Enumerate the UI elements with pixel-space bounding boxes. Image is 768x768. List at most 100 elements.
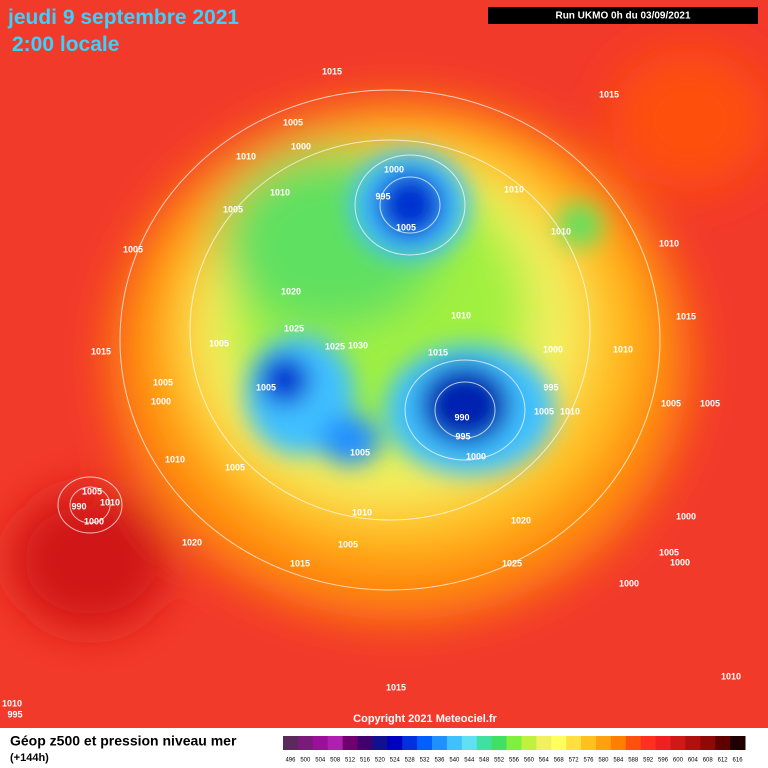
scale-swatch	[357, 736, 373, 750]
scale-tick-label: 568	[554, 758, 565, 764]
isobar-label: 1030	[348, 340, 368, 350]
isobar-label: 995	[375, 191, 390, 201]
scale-swatch	[491, 736, 508, 750]
scale-tick-label: 520	[375, 758, 386, 764]
isobar-label: 1005	[283, 117, 303, 127]
isobar-label: 1005	[338, 539, 358, 549]
isobar-label: 1000	[676, 511, 696, 521]
isobar-label: 1015	[91, 346, 111, 356]
isobar-label: 1010	[165, 454, 185, 464]
scale-tick-label: 548	[479, 758, 490, 764]
footer-lead: (+144h)	[10, 752, 49, 764]
map-field	[0, 0, 768, 728]
isobar-label: 1000	[670, 557, 690, 567]
isobar-label: 990	[454, 412, 469, 422]
isobar-label: 1010	[560, 406, 580, 416]
isobar-label: 1005	[350, 447, 370, 457]
isobar-label: 1005	[396, 222, 416, 232]
date-title: jeudi 9 septembre 2021	[7, 6, 239, 29]
scale-swatch	[685, 736, 701, 750]
isobar-label: 1010	[551, 226, 571, 236]
isobar-label: 1005	[153, 377, 173, 387]
scale-swatch	[402, 736, 418, 750]
scale-tick-label: 544	[464, 758, 475, 764]
scale-swatch	[581, 736, 597, 750]
scale-tick-label: 616	[733, 758, 744, 764]
scale-swatch	[551, 736, 567, 750]
isobar-label: 1005	[700, 398, 720, 408]
isobar-label: 1010	[613, 344, 633, 354]
isobar-label: 1015	[290, 558, 310, 568]
color-scale: 496 500 504 508 512 516 520 524 528 532 536 540 544 5…	[283, 736, 746, 764]
scale-tick-label: 608	[703, 758, 714, 764]
isobar-labels: 1015101510051000101010009951010100510101…	[2, 66, 741, 719]
isobar-label: 1005	[82, 486, 102, 496]
scale-tick-label: 604	[688, 758, 699, 764]
scale-swatch	[566, 736, 582, 750]
scale-tick-label: 596	[658, 758, 669, 764]
scale-tick-label: 496	[285, 758, 296, 764]
scale-swatch	[521, 736, 537, 750]
scale-swatch	[610, 736, 627, 750]
scale-swatch	[700, 736, 716, 750]
isobar-label: 1015	[676, 311, 696, 321]
isobar-label: 1010	[504, 184, 524, 194]
isobar-label: 1010	[100, 497, 120, 507]
isobar-label: 1000	[543, 344, 563, 354]
isobar-label: 1015	[386, 682, 406, 692]
isobar-label: 1015	[599, 89, 619, 99]
scale-tick-label: 552	[494, 758, 505, 764]
isobar-label: 1000	[619, 578, 639, 588]
scale-swatch	[730, 736, 746, 750]
isobar-label: 1015	[322, 66, 342, 76]
scale-swatch	[283, 736, 299, 750]
scale-swatch	[506, 736, 522, 750]
isobar-label: 1000	[384, 164, 404, 174]
scale-tick-label: 612	[718, 758, 729, 764]
scale-tick-label: 516	[360, 758, 371, 764]
scale-tick-label: 572	[569, 758, 580, 764]
scale-tick-label: 564	[539, 758, 550, 764]
scale-tick-label: 560	[524, 758, 535, 764]
scale-tick-label: 508	[330, 758, 341, 764]
isobar-label: 1025	[325, 341, 345, 351]
isobar-label: 1010	[236, 151, 256, 161]
isobar-label: 1025	[284, 323, 304, 333]
scale-swatch	[476, 736, 493, 750]
scale-tick-label: 524	[390, 758, 401, 764]
scale-swatch	[432, 736, 448, 750]
isobar-label: 1015	[428, 347, 448, 357]
isobar-label: 1010	[270, 187, 290, 197]
scale-tick-label: 532	[420, 758, 431, 764]
isobar-label: 1000	[151, 396, 171, 406]
scale-tick-label: 588	[628, 758, 639, 764]
isobar-label: 1005	[661, 398, 681, 408]
scale-swatch	[655, 736, 671, 750]
scale-tick-label: 600	[673, 758, 684, 764]
isobar-label: 1000	[466, 451, 486, 461]
scale-tick-label: 584	[613, 758, 624, 764]
scale-swatch	[312, 736, 329, 750]
isobar-label: 1020	[511, 515, 531, 525]
scale-tick-label: 580	[598, 758, 609, 764]
scale-tick-label: 528	[405, 758, 416, 764]
scale-tick-label: 576	[584, 758, 595, 764]
scale-swatch	[327, 736, 344, 750]
isobar-label: 1005	[223, 204, 243, 214]
scale-swatch	[715, 736, 731, 750]
isobar-label: 1000	[291, 141, 311, 151]
scale-tick-label: 504	[315, 758, 326, 764]
scale-swatch	[625, 736, 642, 750]
scale-swatch	[297, 736, 314, 750]
isobar-label: 1005	[123, 244, 143, 254]
scale-swatch	[595, 736, 612, 750]
scale-swatch	[417, 736, 433, 750]
time-title: 2:00 locale	[12, 33, 119, 56]
scale-tick-label: 536	[434, 758, 445, 764]
isobar-label: 1005	[256, 382, 276, 392]
scale-swatch	[536, 736, 552, 750]
isobar-label: 1005	[659, 547, 679, 557]
isobar-label: 1005	[209, 338, 229, 348]
footer-title: Géop z500 et pression niveau mer	[10, 733, 237, 749]
